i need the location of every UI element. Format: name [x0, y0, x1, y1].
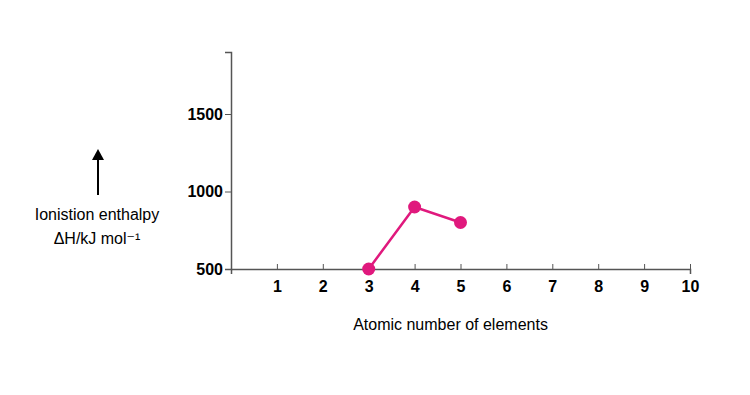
y-axis-title: Ionistion enthalpy	[35, 206, 160, 223]
y-axis-arrow	[92, 149, 104, 195]
x-tick-label: 7	[548, 278, 557, 295]
x-tick-mark	[644, 264, 645, 269]
x-tick-label: 1	[273, 278, 282, 295]
x-tick: 5	[457, 264, 466, 295]
y-tick-mark	[225, 192, 231, 193]
y-tick-mark	[225, 114, 231, 115]
x-axis: 1 2 3 4 5 6 7 8 9 10	[232, 264, 700, 295]
x-tick-mark	[506, 264, 507, 269]
x-tick-label: 10	[682, 278, 700, 295]
y-tick-label: 500	[196, 261, 223, 278]
x-tick-label: 4	[411, 278, 420, 295]
data-point	[362, 263, 375, 276]
x-tick-mark	[690, 264, 691, 269]
x-tick-mark	[277, 264, 278, 269]
x-tick: 9	[640, 264, 649, 295]
y-tick-label: 1000	[187, 183, 223, 200]
data-point	[408, 201, 421, 214]
x-tick-mark	[415, 264, 416, 269]
x-tick-label: 6	[502, 278, 511, 295]
data-point	[454, 216, 467, 229]
y-tick: 1000	[187, 183, 231, 200]
arrow-head	[92, 149, 104, 160]
y-tick-label: 1500	[187, 106, 223, 123]
x-tick: 1	[273, 264, 282, 295]
x-tick-label: 5	[457, 278, 466, 295]
x-axis-title: Atomic number of elements	[353, 316, 548, 333]
x-tick-label: 8	[594, 278, 603, 295]
x-tick: 8	[594, 264, 603, 295]
y-tick-mark	[225, 269, 231, 270]
plot-area	[362, 201, 467, 276]
y-tick: 1500	[187, 106, 231, 123]
y-axis-title: ΔH/kJ mol⁻¹	[54, 230, 141, 247]
y-axis: 500 1000 1500	[187, 53, 231, 278]
x-tick: 6	[502, 264, 511, 295]
series-line	[369, 207, 461, 269]
x-tick-mark	[323, 264, 324, 269]
x-axis-line	[232, 270, 691, 275]
y-tick: 500	[196, 261, 231, 278]
chart: 1 2 3 4 5 6 7 8 9 10 500 1000 1500 Atomic number of e…	[0, 0, 750, 395]
x-tick-label: 3	[365, 278, 374, 295]
x-tick: 7	[548, 264, 557, 295]
x-tick: 4	[411, 264, 420, 295]
x-tick-label: 9	[640, 278, 649, 295]
x-tick-mark	[598, 264, 599, 269]
x-tick: 10	[682, 264, 700, 295]
x-tick: 2	[319, 264, 328, 295]
x-tick-mark	[461, 264, 462, 269]
y-axis-line	[225, 53, 232, 270]
x-tick-mark	[552, 264, 553, 269]
arrow-shaft	[97, 158, 99, 195]
x-tick-label: 2	[319, 278, 328, 295]
